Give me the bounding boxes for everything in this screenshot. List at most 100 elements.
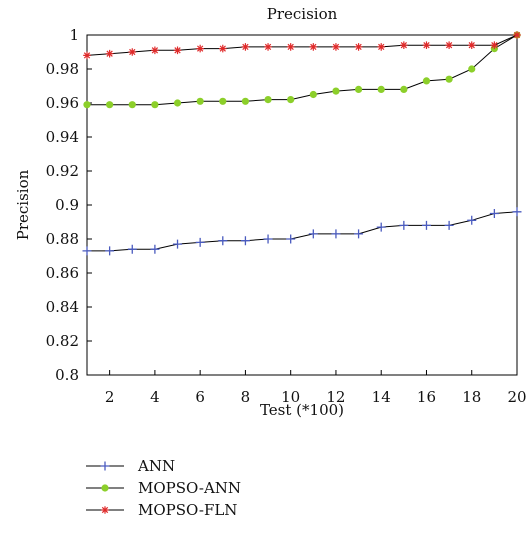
data-point-mopso-ann bbox=[354, 85, 363, 93]
x-tick-label: 6 bbox=[195, 388, 205, 406]
data-point-mopso-ann bbox=[377, 85, 385, 93]
data-point-mopso-fln bbox=[173, 46, 182, 55]
x-axis-label: Test (*100) bbox=[260, 401, 344, 419]
data-point-mopso-fln bbox=[218, 44, 227, 53]
data-point-ann bbox=[512, 207, 522, 217]
y-tick-label: 1 bbox=[69, 26, 79, 44]
data-point-mopso-fln bbox=[467, 41, 476, 49]
x-tick-label: 8 bbox=[241, 388, 251, 406]
legend-label: MOPSO-ANN bbox=[138, 479, 241, 497]
data-point-mopso-ann bbox=[83, 101, 91, 109]
legend-entry-mopso-ann: MOPSO-ANN bbox=[86, 479, 241, 497]
data-point-mopso-fln bbox=[151, 46, 159, 55]
legend-label: ANN bbox=[137, 457, 175, 475]
data-point-mopso-ann bbox=[219, 97, 227, 105]
data-point-ann bbox=[467, 215, 477, 225]
y-tick-label: 0.88 bbox=[46, 230, 79, 248]
y-axis: 0.8 0.82 0.84 0.86 0.88 0.9 0.92 0.94 0.96 0.98 1 bbox=[46, 26, 92, 384]
y-tick-label: 0.92 bbox=[46, 162, 79, 180]
data-point-mopso-fln bbox=[332, 43, 340, 51]
data-point-ann bbox=[308, 229, 318, 239]
data-point-mopso-fln bbox=[241, 43, 250, 51]
data-point-ann bbox=[263, 234, 273, 244]
data-point-ann bbox=[82, 246, 92, 256]
x-axis: 2 4 6 8 10 12 14 16 18 20 bbox=[105, 370, 527, 406]
x-tick-label: 16 bbox=[417, 388, 436, 406]
data-point-mopso-ann bbox=[241, 97, 250, 105]
series-mopso-ann bbox=[83, 31, 521, 109]
y-tick-label: 0.98 bbox=[46, 60, 79, 78]
legend-label: MOPSO-FLN bbox=[138, 501, 237, 519]
legend-marker bbox=[101, 506, 109, 514]
data-point-mopso-fln bbox=[83, 51, 91, 60]
series-line-mopso-ann bbox=[87, 34, 518, 106]
legend-entry-ann: ANN bbox=[86, 457, 175, 475]
data-point-mopso-ann bbox=[173, 99, 182, 107]
y-tick-label: 0.8 bbox=[55, 366, 79, 384]
data-point-ann bbox=[331, 229, 341, 239]
data-point-mopso-fln bbox=[105, 49, 114, 58]
data-point-mopso-fln bbox=[445, 41, 453, 49]
data-point-mopso-fln bbox=[513, 31, 521, 39]
x-tick-label: 4 bbox=[150, 388, 160, 406]
series-line-ann bbox=[87, 211, 518, 252]
data-point-ann bbox=[218, 236, 228, 246]
x-tick-label: 12 bbox=[326, 388, 345, 406]
data-point-mopso-ann bbox=[196, 97, 204, 105]
legend-marker bbox=[100, 461, 110, 471]
x-tick-label: 18 bbox=[462, 388, 481, 406]
data-point-mopso-ann bbox=[128, 101, 136, 109]
data-point-ann bbox=[376, 222, 386, 232]
series-ann bbox=[82, 207, 522, 256]
data-point-ann bbox=[195, 237, 205, 247]
data-point-mopso-fln bbox=[400, 41, 408, 49]
y-tick-label: 0.96 bbox=[46, 94, 79, 112]
legend: ANN MOPSO-ANN MOPSO-FLN bbox=[86, 457, 241, 519]
plot-area bbox=[86, 34, 518, 376]
y-axis-label: Precision bbox=[14, 169, 32, 240]
data-point-ann bbox=[240, 236, 250, 246]
data-point-ann bbox=[127, 244, 137, 254]
data-point-ann bbox=[150, 244, 160, 254]
data-point-mopso-ann bbox=[151, 101, 159, 109]
legend-entry-mopso-fln: MOPSO-FLN bbox=[86, 501, 237, 519]
y-tick-label: 0.82 bbox=[46, 332, 79, 350]
data-point-mopso-ann bbox=[264, 96, 272, 104]
data-point-mopso-ann bbox=[400, 85, 408, 93]
data-point-ann bbox=[354, 229, 364, 239]
data-point-mopso-fln bbox=[490, 41, 499, 49]
series-group bbox=[82, 31, 522, 256]
data-point-mopso-ann bbox=[309, 90, 317, 99]
y-tick-label: 0.84 bbox=[46, 298, 79, 316]
data-point-mopso-ann bbox=[332, 87, 340, 95]
y-tick-label: 0.94 bbox=[46, 128, 79, 146]
data-point-mopso-fln bbox=[286, 43, 295, 51]
data-point-mopso-fln bbox=[354, 43, 363, 51]
x-tick-label: 20 bbox=[507, 388, 526, 406]
series-mopso-fln bbox=[83, 31, 521, 60]
data-point-ann bbox=[286, 234, 296, 244]
y-tick-label: 0.9 bbox=[55, 196, 79, 214]
data-point-mopso-ann bbox=[445, 75, 453, 83]
y-tick-label: 0.86 bbox=[46, 264, 79, 282]
data-point-mopso-ann bbox=[106, 101, 114, 109]
data-point-mopso-fln bbox=[196, 44, 204, 53]
data-point-mopso-fln bbox=[264, 43, 272, 51]
data-point-mopso-ann bbox=[422, 77, 431, 85]
data-point-mopso-ann bbox=[287, 96, 295, 104]
legend-marker bbox=[101, 484, 109, 492]
data-point-ann bbox=[105, 246, 115, 256]
data-point-ann bbox=[173, 239, 183, 249]
data-point-mopso-ann bbox=[468, 65, 476, 73]
data-point-mopso-fln bbox=[128, 48, 137, 56]
x-tick-label: 10 bbox=[281, 388, 300, 406]
x-tick-label: 2 bbox=[105, 388, 115, 406]
x-tick-label: 14 bbox=[372, 388, 391, 406]
data-point-mopso-fln bbox=[309, 43, 318, 51]
data-point-mopso-fln bbox=[377, 43, 386, 51]
data-point-ann bbox=[399, 220, 409, 230]
data-point-ann bbox=[489, 209, 499, 218]
data-point-mopso-fln bbox=[422, 41, 431, 49]
data-point-ann bbox=[421, 220, 431, 230]
